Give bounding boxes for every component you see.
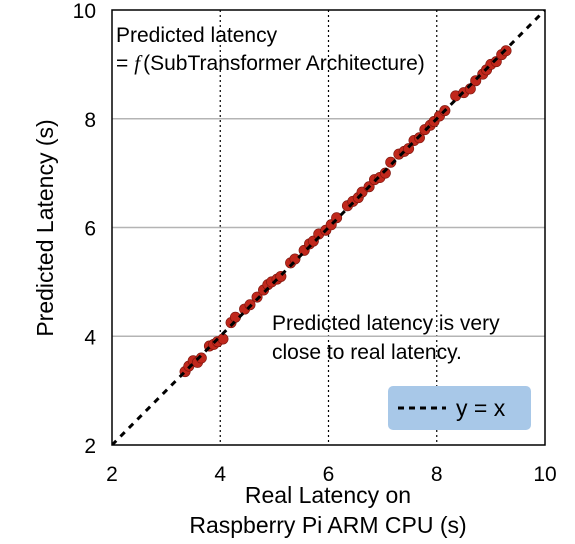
legend: y = x [388, 386, 531, 430]
x-tick-label: 4 [214, 463, 226, 486]
y-tick-label: 8 [84, 109, 96, 132]
y-tick-label: 4 [84, 326, 96, 349]
data-point [385, 156, 397, 168]
x-axis-label-line2: Raspberry Pi ARM CPU (s) [189, 512, 466, 538]
x-tick-label: 6 [323, 463, 335, 486]
data-point [289, 253, 301, 265]
legend-box [388, 386, 531, 430]
annotation-mid-line1: Predicted latency is very [272, 312, 500, 335]
plot-frame [111, 9, 546, 446]
x-tick-label: 2 [106, 463, 118, 486]
y-tick-labels: 2 4 6 8 10 [73, 0, 97, 458]
x-tick-label: 10 [533, 463, 556, 486]
legend-label: y = x [456, 395, 506, 421]
x-tick-labels: 2 4 6 8 10 [106, 463, 557, 486]
data-point [251, 291, 263, 303]
x-axis-label-line1: Real Latency on [245, 482, 411, 508]
x-tick-label: 8 [431, 463, 443, 486]
annotation-mid-line2: close to real latency. [272, 341, 462, 364]
y-tick-label: 6 [84, 218, 96, 241]
y-tick-label: 10 [73, 0, 96, 23]
y-tick-label: 2 [84, 435, 96, 458]
data-point [195, 352, 207, 364]
annotation-architecture-text: (SubTransformer Architecture) [143, 52, 425, 75]
annotation-function-symbol: f [134, 51, 143, 75]
annotation-top-line2: = f (SubTransformer Architecture) [116, 51, 425, 75]
annotation-top-line1: Predicted latency [116, 24, 278, 47]
annotation-equals-sign: = [116, 52, 128, 75]
y-axis-label: Predicted Latency (s) [32, 119, 58, 336]
data-point [379, 167, 391, 179]
